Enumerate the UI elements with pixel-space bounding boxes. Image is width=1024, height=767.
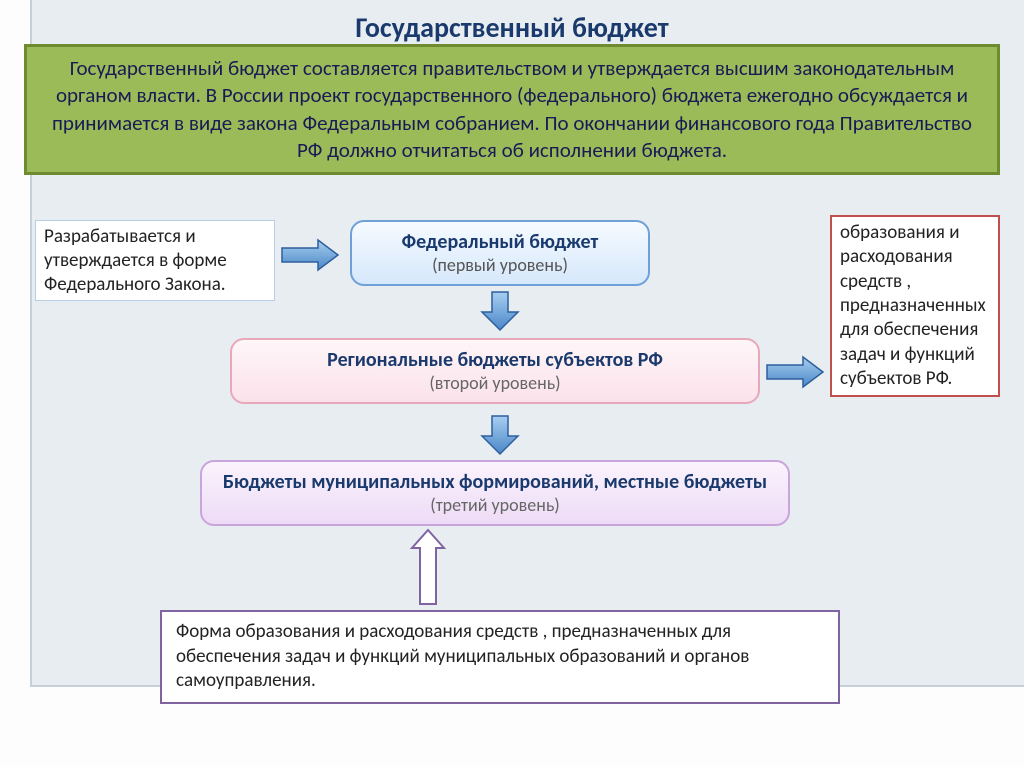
arrow-down-icon	[480, 414, 520, 456]
callout-arrow-up-icon	[408, 528, 448, 606]
level3-sub: (третий уровень)	[430, 494, 559, 516]
level3-box: Бюджеты муниципальных формирований, мест…	[200, 460, 790, 526]
level1-box: Федеральный бюджет (первый уровень)	[350, 220, 650, 286]
level2-title: Региональные бюджеты субъектов РФ	[246, 348, 744, 372]
level3-title: Бюджеты муниципальных формирований, мест…	[223, 470, 767, 494]
arrow-right-icon	[280, 238, 340, 272]
arrow-down-icon	[480, 290, 520, 332]
page-title: Государственный бюджет	[0, 10, 1024, 45]
right-callout: образования и расходования средств , пре…	[830, 215, 1000, 397]
intro-text-box: Государственный бюджет составляется прав…	[24, 44, 1000, 175]
level2-sub: (второй уровень)	[246, 372, 744, 394]
level1-sub: (первый уровень)	[366, 254, 634, 276]
left-callout: Разрабатывается и утверждается в форме Ф…	[35, 220, 275, 301]
arrow-right-icon	[765, 355, 825, 389]
level2-box: Региональные бюджеты субъектов РФ (второ…	[230, 338, 760, 404]
bottom-callout: Форма образования и расходования средств…	[160, 610, 840, 704]
level1-title: Федеральный бюджет	[366, 230, 634, 254]
